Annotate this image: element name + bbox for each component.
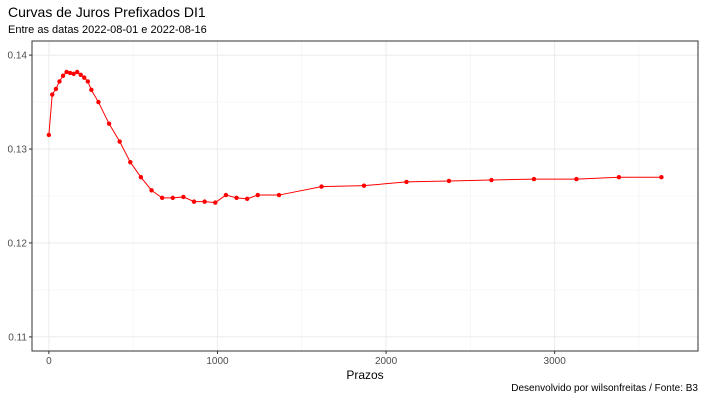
data-point (50, 92, 55, 97)
data-point (191, 199, 197, 204)
x-tick-label: 2000 (375, 356, 398, 367)
y-tick-label: 0.13 (8, 145, 28, 156)
major-gridlines (32, 41, 698, 351)
x-tick-label: 3000 (544, 356, 567, 367)
data-point (96, 99, 101, 105)
x-tick-label: 1000 (206, 356, 229, 367)
data-point (74, 69, 80, 75)
data-point (71, 71, 76, 77)
data-point (64, 69, 69, 75)
data-point (60, 73, 66, 78)
data-point (170, 195, 175, 201)
data-point (117, 139, 122, 144)
data-point (78, 72, 83, 78)
data-point (138, 175, 144, 180)
data-point (276, 192, 282, 198)
y-axis: 0.11 0.12 0.13 0.14 (8, 51, 32, 343)
data-point (106, 121, 112, 126)
data-point (53, 86, 59, 92)
chart-caption: Desenvolvido por wilsonfreitas / Fonte: … (511, 383, 698, 394)
data-point (574, 176, 579, 182)
data-point (319, 184, 324, 189)
data-point (446, 178, 452, 184)
data-point (234, 195, 239, 201)
data-point (244, 196, 250, 202)
chart-subtitle: Entre as datas 2022-08-01 e 2022-08-16 (8, 24, 207, 36)
y-tick-label: 0.14 (8, 51, 28, 62)
data-point (149, 188, 154, 193)
data-point (85, 79, 91, 84)
data-point (67, 70, 73, 76)
data-point (57, 79, 62, 84)
data-point (404, 179, 409, 185)
data-point (159, 195, 165, 201)
data-point (46, 132, 52, 138)
data-point (202, 199, 207, 204)
y-tick-label: 0.11 (8, 332, 27, 343)
data-point (128, 159, 133, 165)
plot-panel-border (31, 40, 699, 352)
minor-gridlines (32, 41, 698, 351)
y-tick-label: 0.12 (8, 238, 28, 249)
data-point (531, 176, 537, 182)
x-axis: 0 1000 2000 3000 (46, 351, 566, 367)
data-point (255, 192, 260, 198)
data-point (616, 175, 622, 180)
data-point (181, 194, 186, 200)
chart-title: Curvas de Juros Prefixados DI1 (8, 4, 206, 20)
data-point (659, 175, 664, 180)
data-point (82, 75, 87, 80)
data-point (89, 87, 94, 93)
x-axis-title: Prazos (346, 368, 383, 382)
data-point (489, 177, 494, 183)
data-point (213, 200, 218, 205)
series-layer (46, 69, 664, 205)
x-tick-label: 0 (46, 356, 52, 367)
data-point (223, 192, 229, 198)
data-point (361, 183, 367, 188)
